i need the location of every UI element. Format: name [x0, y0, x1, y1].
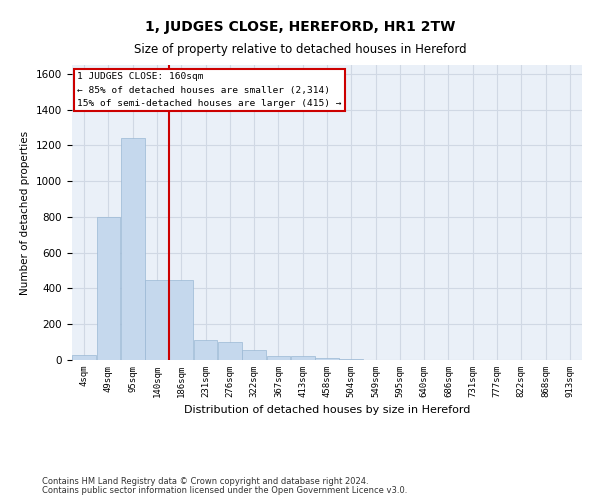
Bar	[218, 342, 242, 360]
Text: Contains public sector information licensed under the Open Government Licence v3: Contains public sector information licen…	[42, 486, 407, 495]
Bar	[315, 358, 339, 360]
Bar	[145, 280, 169, 360]
Bar	[169, 280, 193, 360]
Bar	[72, 354, 96, 360]
Bar	[291, 356, 314, 360]
Bar	[340, 359, 363, 360]
Y-axis label: Number of detached properties: Number of detached properties	[20, 130, 31, 294]
Bar	[242, 350, 266, 360]
Bar	[121, 138, 145, 360]
Text: 1, JUDGES CLOSE, HEREFORD, HR1 2TW: 1, JUDGES CLOSE, HEREFORD, HR1 2TW	[145, 20, 455, 34]
Text: Size of property relative to detached houses in Hereford: Size of property relative to detached ho…	[134, 42, 466, 56]
Bar	[266, 356, 290, 360]
Text: 1 JUDGES CLOSE: 160sqm
← 85% of detached houses are smaller (2,314)
15% of semi-: 1 JUDGES CLOSE: 160sqm ← 85% of detached…	[77, 72, 341, 108]
Bar	[194, 340, 217, 360]
X-axis label: Distribution of detached houses by size in Hereford: Distribution of detached houses by size …	[184, 406, 470, 415]
Bar	[97, 217, 121, 360]
Text: Contains HM Land Registry data © Crown copyright and database right 2024.: Contains HM Land Registry data © Crown c…	[42, 478, 368, 486]
